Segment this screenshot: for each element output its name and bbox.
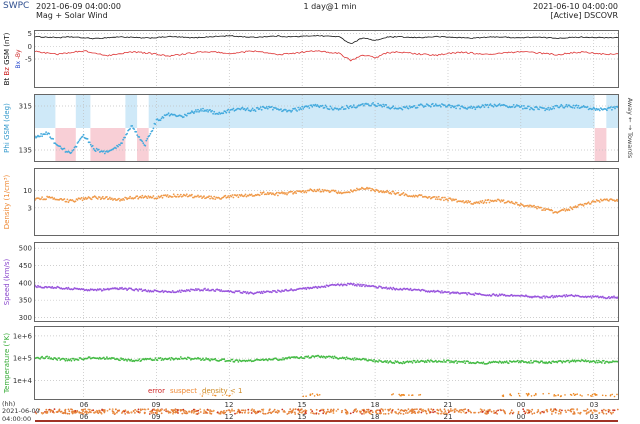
gridlines [35,243,618,321]
svg-text:135: 135 [19,147,32,155]
hour-tick-label: 12 [224,413,234,421]
hour-tick-label: 06 [79,413,89,421]
svg-text:350: 350 [19,297,32,305]
svg-text:500: 500 [19,245,32,253]
y-axis-label: Speed (km/s) [3,258,11,305]
svg-text:315: 315 [19,103,32,111]
y-axis-label: Temperature (°K) [3,333,11,394]
y-tick-labels: 315 135 [19,103,32,155]
y-tick-labels: 1e+6 1e+5 1e+4 [13,332,33,385]
panel-density: 10 3 Density (1/cm³) [3,168,619,236]
hour-labels-row-1: 06 09 12 15 18 21 00 03 [0,401,640,410]
plot-start-datetime: 2021-06-09 04:00:00 [36,2,121,11]
y-axis-sublabel: Bx -By [15,49,22,69]
hour-tick-label: 09 [151,401,161,409]
svg-text:400: 400 [19,279,32,287]
hour-tick-label: 21 [443,401,453,409]
series-bz [34,50,619,62]
legend-density-lt-1-label: density < 1 [202,387,243,395]
svg-text:1e+6: 1e+6 [13,332,33,340]
hour-tick-label: 12 [224,401,234,409]
y-tick-labels: 500 450 400 350 300 [19,245,32,322]
svg-text:1e+5: 1e+5 [13,355,32,363]
svg-text:5: 5 [28,30,32,38]
series-temperature [34,354,619,365]
footer-start-date: 2021-06-09 [2,407,40,415]
gridlines [35,327,618,399]
panel-border [34,30,619,88]
quality-strip [34,408,619,415]
hour-tick-label: 00 [516,401,526,409]
hour-labels-row-2: 06 09 12 15 18 21 00 03 [0,413,640,422]
panel-border [34,94,619,162]
series-density [34,186,619,214]
panel-phi-angle: 315 135 Phi GSM (deg) Away ← → Towards [3,94,634,162]
y-axis-label: Density (1/cm³) [3,174,11,229]
panel-border [34,326,619,400]
hour-tick-label: 18 [370,413,380,421]
panel-border [34,242,619,322]
hour-tick-label: 03 [589,413,599,421]
flag-dots [199,392,618,398]
svg-text:1e+4: 1e+4 [13,377,33,385]
hour-tick-label: 03 [589,401,599,409]
flag-legend: error suspect density < 1 [148,387,243,395]
hour-tick-label: 15 [297,401,307,409]
hour-tick-label: 21 [443,413,453,421]
gridlines [35,31,618,87]
sector-bands [35,95,618,161]
svg-text:-5: -5 [25,56,32,64]
hour-tick-label: 15 [297,413,307,421]
svg-text:300: 300 [19,314,32,322]
plot-title: Mag + Solar Wind [36,11,108,20]
series-speed [34,282,619,300]
svg-text:10: 10 [23,187,32,195]
series-bt [34,34,619,44]
svg-text:0: 0 [28,43,32,51]
svg-text:450: 450 [19,262,32,270]
panel-speed: 500 450 400 350 300 Speed (km/s) [3,242,619,322]
swpc-logo-text: SWPC [3,1,30,11]
hour-tick-label: 00 [516,413,526,421]
y-tick-labels: 5 0 -5 [25,30,32,64]
svg-text:3: 3 [28,204,32,212]
x-axis-unit-label: (hh) [2,400,16,408]
series-phi [34,102,619,155]
footer-start-time: 04:00:00 [2,415,32,423]
sector-direction-label: Away ← → Towards [626,98,634,159]
legend-error-label: error [148,387,165,395]
panel-border [34,168,619,236]
hour-tick-label: 06 [79,401,89,409]
plot-end-datetime: 2021-06-10 04:00:00 [533,2,618,11]
data-source-status: [Active] DSCOVR [550,11,618,20]
gridlines [35,169,618,235]
y-axis-label: Phi GSM (deg) [3,103,11,153]
hour-tick-label: 09 [151,413,161,421]
plot-resolution: 1 day@1 min [303,2,357,11]
bottom-axis-line [35,420,618,422]
y-tick-labels: 10 3 [23,187,32,212]
panel-mag-field: 5 0 -5 Bt Bz GSM (nT) Bx -By [3,30,619,88]
y-axis-label: Bt Bz GSM (nT) [3,32,11,85]
hour-tick-label: 18 [370,401,380,409]
legend-suspect-label: suspect [169,387,198,395]
